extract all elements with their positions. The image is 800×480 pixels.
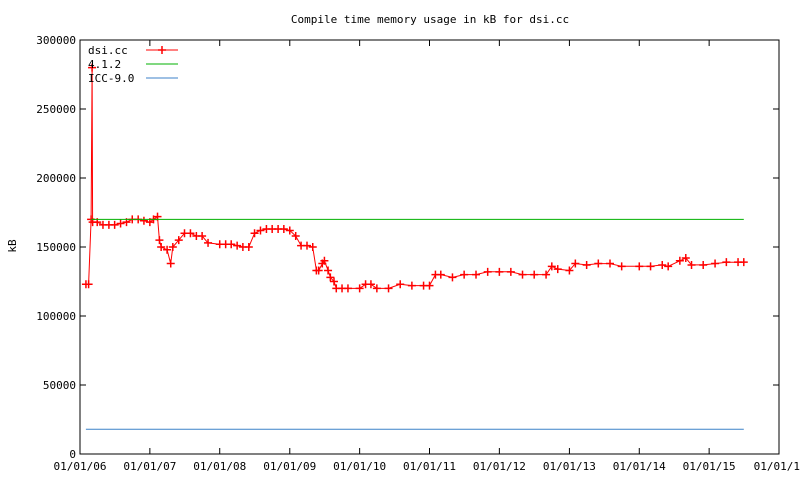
x-axis: 01/01/06 01/01/07 01/01/08 01/01/09 01/01/10… (54, 40, 800, 473)
data-point (553, 265, 562, 274)
y-tick-label: 0 (69, 448, 76, 461)
data-point (617, 262, 626, 271)
data-point (739, 258, 748, 267)
chart-title: Compile time memory usage in kB for dsi.… (291, 13, 569, 26)
data-point (425, 281, 434, 290)
x-tick-label: 01/01/15 (683, 460, 736, 473)
y-axis: 0 50000 100000 150000 200000 250000 300000 (36, 34, 779, 461)
data-point (407, 281, 416, 290)
series-line (85, 67, 744, 289)
x-tick-label: 01/01/10 (333, 460, 386, 473)
data-point (110, 220, 119, 229)
data-point (279, 225, 288, 234)
data-point (646, 262, 655, 271)
y-tick-label: 250000 (36, 103, 76, 116)
legend-marker (158, 46, 166, 54)
data-point (163, 245, 172, 254)
data-point (681, 254, 690, 263)
data-point (320, 256, 329, 265)
data-point (436, 270, 445, 279)
data-point (308, 243, 317, 251)
data-point (658, 260, 667, 269)
x-tick-label: 01/01/08 (193, 460, 246, 473)
data-point (687, 260, 696, 269)
data-point (233, 241, 242, 250)
legend-label: ICC-9.0 (88, 72, 134, 85)
data-point (530, 270, 539, 279)
data-point (675, 256, 684, 265)
data-point (174, 236, 183, 245)
data-point (699, 260, 708, 269)
data-point (605, 259, 614, 268)
data-point (506, 267, 515, 276)
x-tick-label: 01/01/11 (403, 460, 456, 473)
data-point (472, 270, 481, 279)
data-point (116, 219, 125, 228)
data-point (495, 267, 504, 276)
data-point (198, 231, 207, 240)
x-tick-label: 01/01/06 (54, 460, 107, 473)
data-point (84, 280, 93, 289)
data-point (396, 280, 405, 289)
data-point (635, 262, 644, 271)
x-tick-label: 01/01/14 (613, 460, 666, 473)
data-point (711, 259, 720, 268)
data-point (483, 267, 492, 276)
y-tick-label: 150000 (36, 241, 76, 254)
data-point (518, 270, 527, 279)
data-point (204, 238, 213, 247)
data-point (139, 216, 148, 225)
legend-label: dsi.cc (88, 44, 128, 57)
data-point (372, 284, 381, 293)
y-tick-label: 50000 (43, 379, 76, 392)
data-point (256, 226, 265, 235)
x-tick-label: 01/01/07 (123, 460, 176, 473)
data-point (314, 266, 323, 275)
data-point (157, 243, 166, 251)
data-point (448, 273, 457, 282)
data-point (329, 277, 338, 286)
data-point (244, 243, 253, 251)
data-point (547, 262, 556, 271)
data-point (722, 258, 731, 267)
data-point (326, 273, 335, 282)
y-tick-label: 300000 (36, 34, 76, 47)
data-point (227, 240, 236, 249)
data-point (285, 226, 294, 235)
data-point (594, 259, 603, 268)
series-0 (81, 63, 748, 293)
data-point (366, 280, 375, 289)
data-point (664, 262, 673, 271)
x-tick-label: 01/01/09 (263, 460, 316, 473)
data-point (384, 284, 393, 293)
data-point (571, 259, 580, 268)
y-tick-label: 200000 (36, 172, 76, 185)
data-point (88, 63, 97, 72)
y-tick-label: 100000 (36, 310, 76, 323)
data-point (565, 266, 574, 275)
data-point (291, 231, 300, 240)
y-axis-label: kB (6, 239, 19, 253)
plot-area-border (79, 39, 780, 455)
data-point (460, 270, 469, 279)
data-point (542, 270, 551, 279)
x-tick-label: 01/01/13 (543, 460, 596, 473)
data-point (324, 266, 333, 275)
data-point (155, 236, 164, 245)
data-point (582, 260, 591, 269)
data-point (250, 229, 259, 238)
data-point (168, 243, 177, 251)
x-tick-label: 01/01/12 (473, 460, 526, 473)
data-point (355, 284, 364, 293)
data-point (186, 229, 195, 238)
data-point (343, 284, 352, 293)
legend-label: 4.1.2 (88, 58, 121, 71)
series-layer (81, 63, 748, 430)
data-point (303, 241, 312, 250)
x-tick-label: 01/01/1 (754, 460, 800, 473)
data-point (166, 259, 175, 268)
